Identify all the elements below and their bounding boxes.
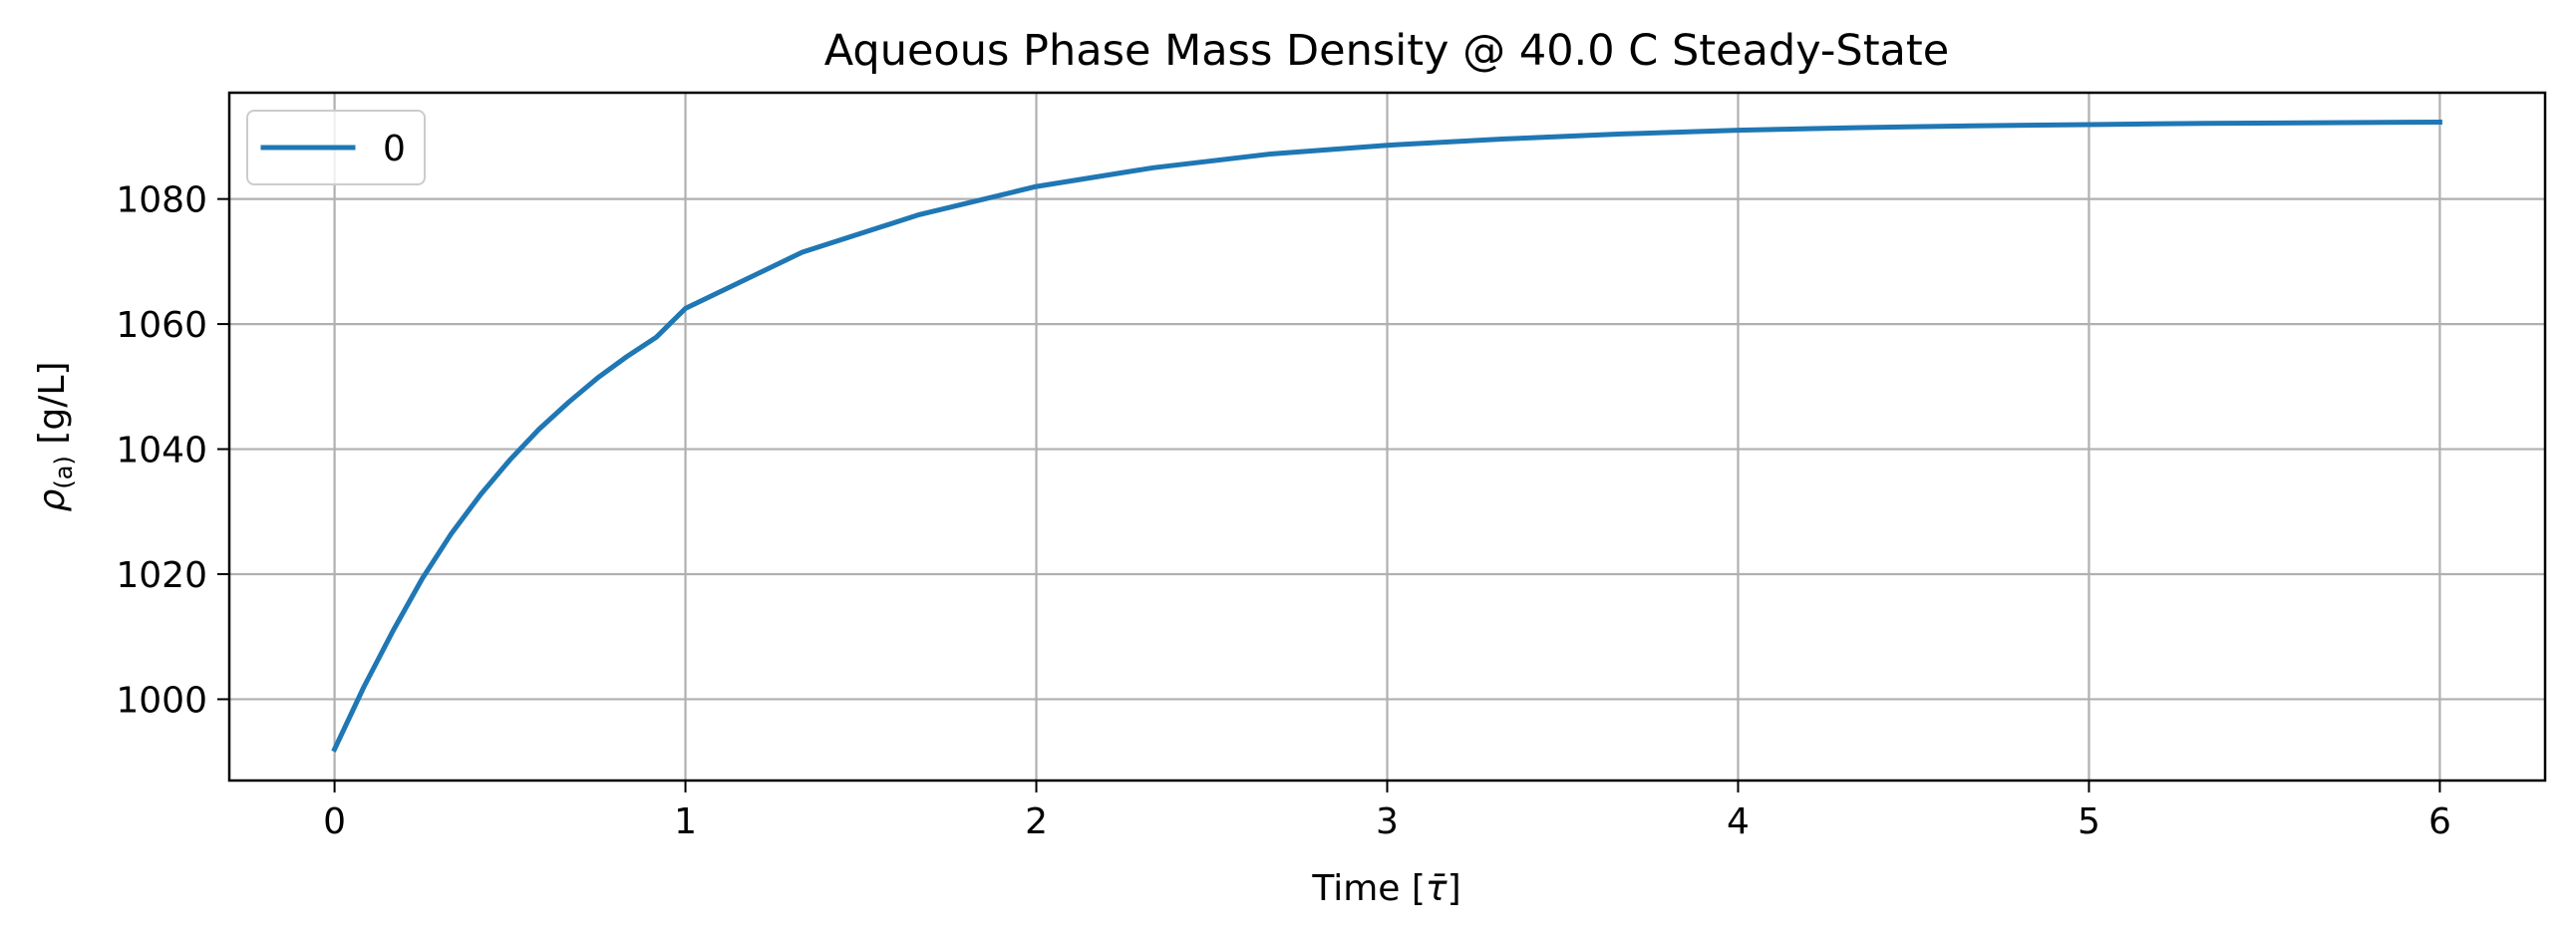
x-axis-label: Time [τ̄] — [1311, 868, 1460, 909]
y-axis: 1000 1020 1040 1060 1080 — [116, 180, 229, 721]
x-tick-label: 4 — [1727, 801, 1750, 842]
y-axis-label-unit: [g/L] — [32, 362, 73, 457]
x-axis-label-end: ] — [1448, 868, 1461, 909]
grid — [229, 93, 2545, 781]
y-axis-label-subscript: (a) — [50, 456, 78, 488]
series-layer — [331, 119, 2442, 753]
x-tick-label: 5 — [2078, 801, 2100, 842]
y-tick-label: 1080 — [116, 180, 207, 221]
chart-title: Aqueous Phase Mass Density @ 40.0 C Stea… — [824, 26, 1949, 76]
y-axis-label-symbol: ρ — [32, 488, 73, 511]
y-tick-label: 1020 — [116, 555, 207, 596]
y-tick-label: 1060 — [116, 305, 207, 346]
x-axis-label-main: Time [ — [1311, 868, 1426, 909]
x-tick-label: 2 — [1025, 801, 1048, 842]
x-axis-label-symbol: τ̄ — [1426, 868, 1448, 909]
x-tick-label: 0 — [323, 801, 346, 842]
x-tick-label: 1 — [674, 801, 697, 842]
y-tick-label: 1040 — [116, 431, 207, 471]
x-axis: 0 1 2 3 4 5 6 — [323, 781, 2451, 842]
x-tick-label: 3 — [1376, 801, 1399, 842]
legend: 0 — [246, 110, 426, 185]
series-line — [331, 119, 2442, 753]
y-tick-label: 1000 — [116, 680, 207, 721]
x-tick-label: 6 — [2428, 801, 2451, 842]
y-axis-label: ρ(a) [g/L] — [32, 362, 78, 512]
legend-label: 0 — [383, 129, 406, 169]
